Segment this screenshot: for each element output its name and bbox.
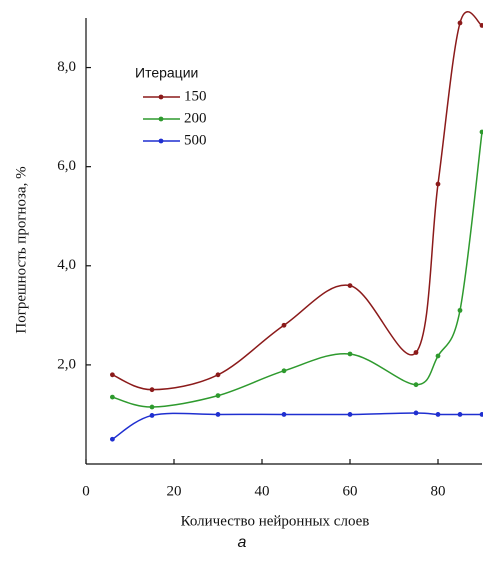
point (215, 412, 221, 417)
legend-marker (158, 116, 164, 122)
x-tick-label: 40 (255, 483, 270, 499)
x-tick-label: 60 (343, 483, 358, 499)
point (215, 393, 221, 399)
y-tick-label: 2,0 (57, 356, 76, 372)
point (413, 410, 419, 416)
series-line (111, 412, 482, 440)
series-line (112, 131, 483, 408)
point (149, 387, 155, 393)
legend-label: 500 (184, 132, 207, 148)
x-tick-label: 20 (167, 483, 182, 499)
legend-marker (158, 138, 164, 144)
x-tick-label: 0 (82, 483, 90, 499)
point (435, 353, 441, 359)
point (149, 413, 155, 418)
point (457, 412, 463, 417)
point (479, 129, 483, 135)
point (281, 412, 287, 417)
point (110, 436, 115, 442)
point (435, 181, 441, 187)
point (479, 23, 483, 28)
y-tick-label: 8,0 (57, 59, 76, 75)
caption: а (238, 534, 247, 551)
point (215, 372, 221, 378)
point (281, 322, 287, 328)
point (110, 372, 115, 378)
legend-label: 150 (184, 88, 207, 104)
legend-title: Итерации (135, 65, 198, 81)
x-tick-label: 80 (431, 483, 446, 499)
point (413, 382, 419, 388)
y-axis-label: Погрешность прогноза, % (13, 166, 29, 333)
y-tick-label: 6,0 (57, 158, 76, 174)
y-tick-label: 4,0 (57, 257, 76, 273)
point (479, 412, 483, 417)
point (281, 368, 287, 374)
point (149, 404, 155, 410)
point (457, 307, 463, 313)
legend-label: 200 (184, 110, 207, 126)
series-line (112, 11, 483, 391)
point (110, 394, 115, 400)
point (347, 283, 353, 288)
legend-marker (158, 94, 164, 100)
point (413, 350, 419, 355)
point (347, 351, 353, 357)
point (347, 412, 353, 417)
point (457, 20, 463, 26)
x-axis-label: Количество нейронных слоев (181, 513, 370, 529)
point (435, 412, 441, 417)
